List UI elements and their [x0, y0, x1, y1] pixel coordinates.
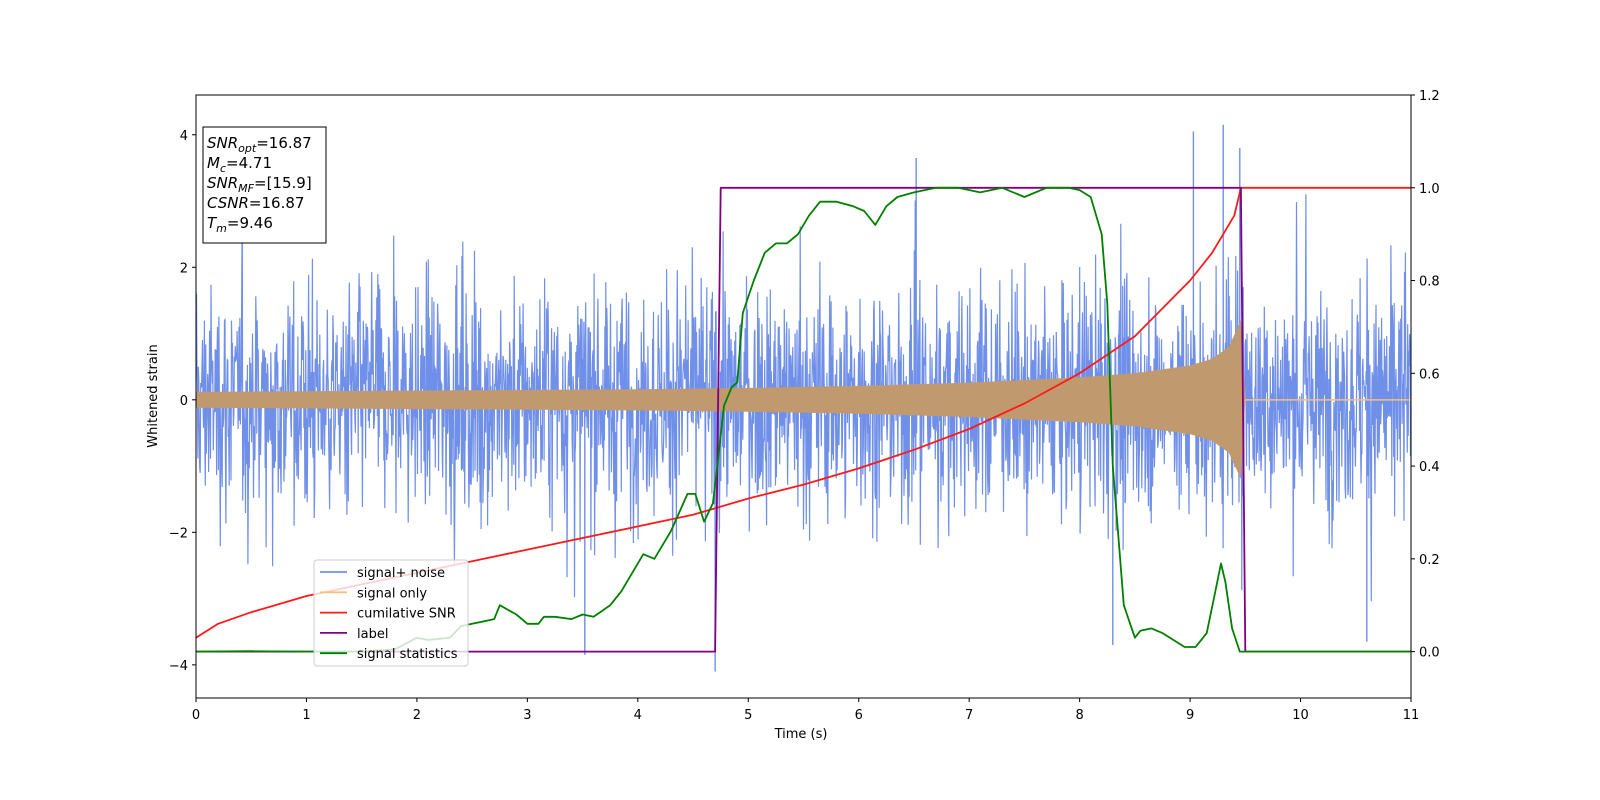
y-tick-label: 4: [180, 129, 188, 144]
x-tick-label: 3: [523, 708, 531, 723]
x-tick-label: 6: [855, 708, 863, 723]
x-tick-label: 11: [1403, 708, 1420, 723]
x-tick-label: 2: [413, 708, 421, 723]
annotation-line: CSNR=16.87: [207, 194, 304, 212]
annotation-line: SNRopt=16.87: [207, 134, 312, 155]
y-tick-label: −2: [169, 526, 188, 541]
plot-frame: [195, 94, 1412, 699]
x-tick-label: 9: [1186, 708, 1194, 723]
annotation-line: SNRMF=[15.9]: [207, 174, 312, 195]
y-tick-label: −4: [169, 659, 188, 674]
legend-label: signal statistics: [357, 647, 458, 662]
series-signal-only-envelope: [196, 320, 1411, 480]
legend-label: signal+ noise: [357, 566, 445, 581]
y-tick-label: 0: [180, 394, 188, 409]
y2-tick-label: 0.2: [1419, 553, 1440, 568]
legend-label: signal only: [357, 586, 427, 601]
y2-tick-label: 0.0: [1419, 646, 1440, 661]
annotation-line: Tm=9.46: [207, 214, 273, 235]
y2-tick-label: 1.2: [1419, 89, 1440, 104]
series-signal-statistics-line: [196, 186, 1411, 653]
ticks-layer: 0 1 2 3 4 5 6 7 8 9 10 11 4 2 0 −2 −4 1.2 1.0 0.8 0.6 0.4 0.2 0…: [169, 89, 1440, 723]
y-tick-label: 2: [180, 261, 188, 276]
x-tick-label: 10: [1292, 708, 1309, 723]
legend-frame: [313, 559, 469, 667]
x-tick-label: 0: [192, 708, 200, 723]
legend: signal+ noise signal only cumilative SNR la…: [313, 559, 469, 667]
annotation-box: SNRopt=16.87Mc=4.71SNRMF=[15.9]CSNR=16.8…: [202, 126, 327, 244]
y2-tick-label: 0.4: [1419, 460, 1440, 475]
legend-label: cumilative SNR: [357, 607, 456, 622]
y2-tick-label: 0.8: [1419, 275, 1440, 290]
legend-label: label: [357, 627, 388, 642]
x-tick-label: 1: [302, 708, 310, 723]
x-tick-label: 7: [965, 708, 973, 723]
x-tick-label: 4: [634, 708, 642, 723]
x-tick-label: 5: [744, 708, 752, 723]
y-axis-title: Whitened strain: [146, 344, 161, 447]
x-axis-title: Time (s): [774, 727, 828, 742]
y2-tick-label: 1.0: [1419, 182, 1440, 197]
series-layer: [196, 124, 1411, 672]
annotation-line: Mc=4.71: [207, 154, 272, 175]
annotation-frame: [202, 126, 327, 244]
x-tick-label: 8: [1075, 708, 1083, 723]
y2-tick-label: 0.6: [1419, 367, 1440, 382]
